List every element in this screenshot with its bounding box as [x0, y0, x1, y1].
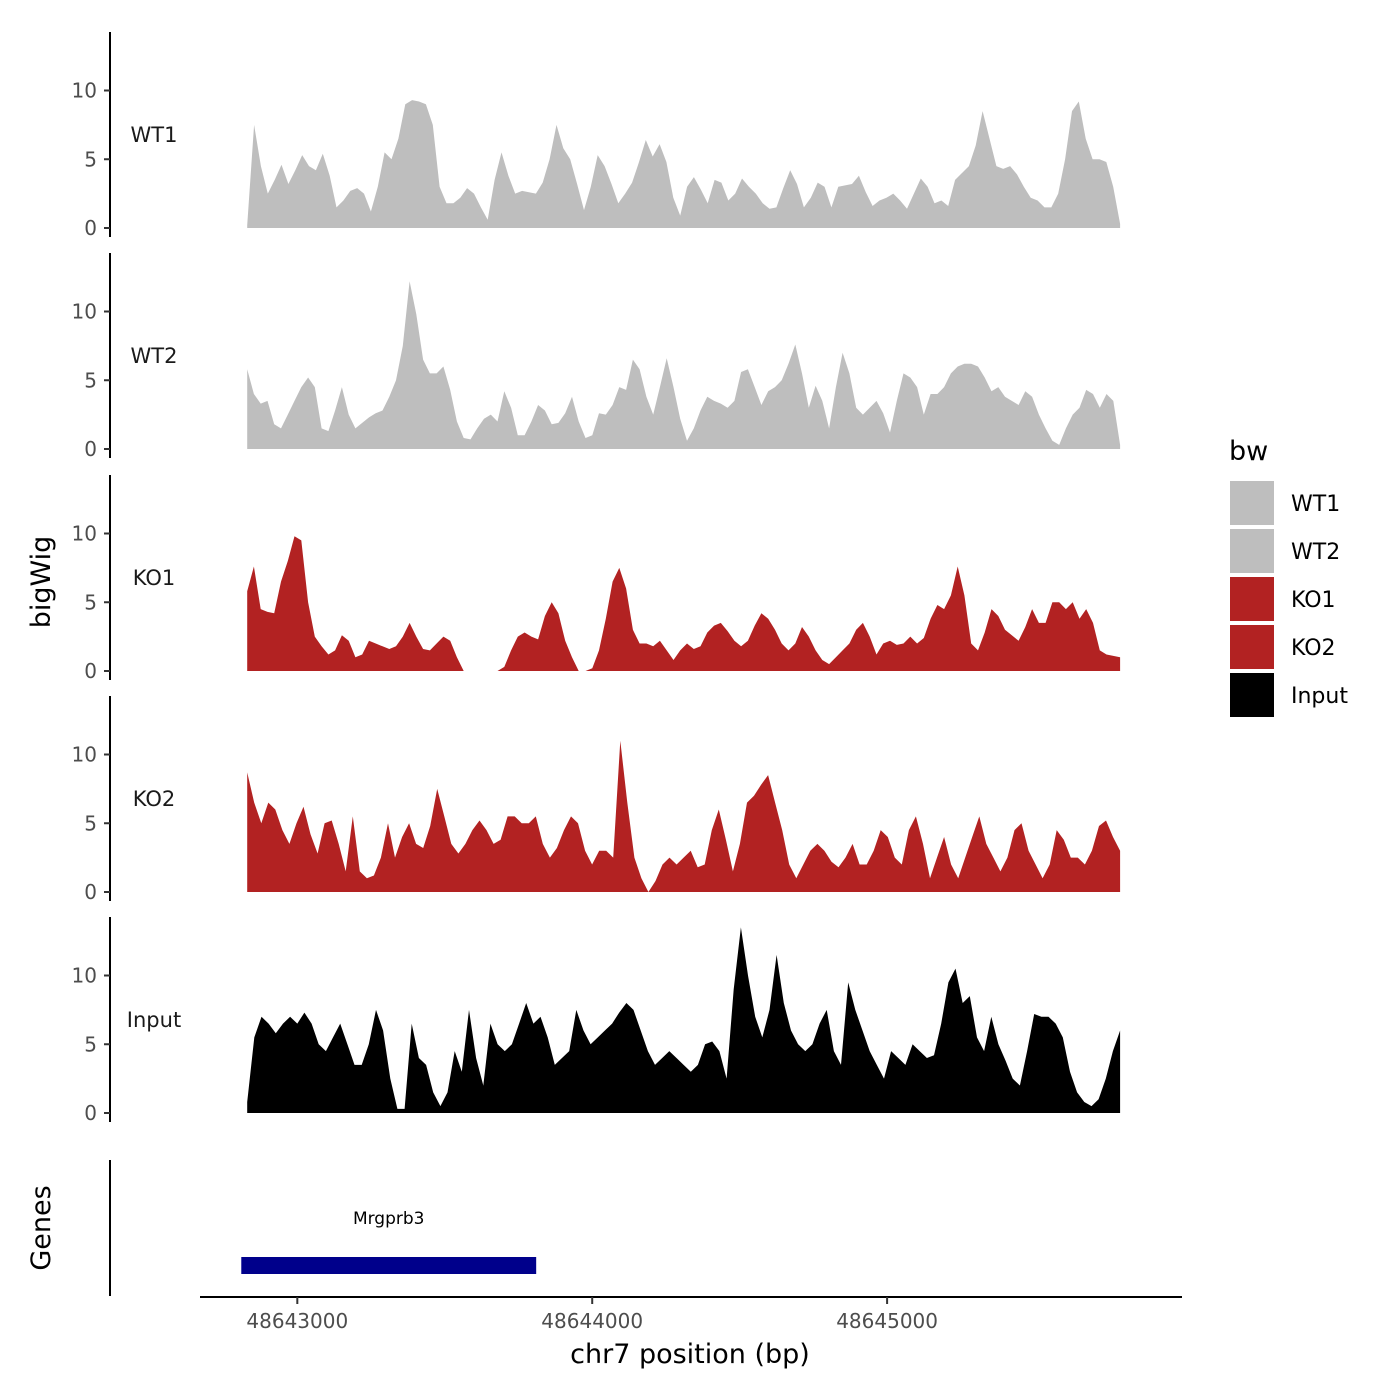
- coverage-area-ko1: [247, 536, 1121, 671]
- legend-label-input: Input: [1291, 684, 1348, 709]
- coverage-area-ko2: [247, 740, 1121, 892]
- gene-bar: [241, 1257, 537, 1274]
- track-label: KO1: [133, 566, 176, 590]
- y-tick-label: 0: [84, 659, 97, 683]
- tracks-group: 0 5 10 WT1 0 5 10 WT2 0 5 10 KO1 0 5 10 KO2 0 5 10 Input: [72, 32, 1121, 1125]
- coverage-area-wt1: [247, 100, 1121, 228]
- gene-label: Mrgprb3: [353, 1209, 425, 1229]
- y-tick-label: 10: [72, 964, 97, 988]
- y-tick-label: 5: [84, 147, 97, 171]
- track-wt1: 0 5 10 WT1: [72, 32, 1121, 240]
- legend-key-ko2: [1228, 623, 1276, 671]
- y-tick-label: 0: [84, 437, 97, 461]
- x-axis: 48643000 48644000 48645000: [200, 1296, 1182, 1333]
- y-tick-label: 10: [72, 79, 97, 103]
- x-tick-label: 48643000: [246, 1309, 348, 1333]
- track-label: Input: [127, 1008, 181, 1032]
- legend: bw WT1 WT2 KO1 KO2 Input: [1228, 436, 1348, 719]
- legend-label-wt1: WT1: [1291, 492, 1340, 517]
- track-wt2: 0 5 10 WT2: [72, 253, 1121, 461]
- legend-key-ko1: [1228, 575, 1276, 623]
- y-tick-label: 10: [72, 522, 97, 546]
- x-axis-title: chr7 position (bp): [570, 1339, 810, 1370]
- coverage-area-input: [247, 927, 1121, 1113]
- legend-label-ko2: KO2: [1291, 636, 1336, 661]
- y-tick-label: 5: [84, 590, 97, 614]
- y-tick-label: 10: [72, 300, 97, 324]
- legend-label-ko1: KO1: [1291, 588, 1336, 613]
- track-label: WT2: [131, 344, 178, 368]
- x-tick-label: 48644000: [541, 1309, 643, 1333]
- gene-features: Mrgprb3: [241, 1209, 537, 1274]
- legend-key-wt1: [1228, 479, 1276, 527]
- y-tick-label: 0: [84, 880, 97, 904]
- y-axis-title: bigWig: [26, 536, 57, 629]
- genes-axis-title: Genes: [26, 1185, 57, 1270]
- track-label: WT1: [131, 123, 178, 147]
- legend-key-wt2: [1228, 527, 1276, 575]
- y-tick-label: 5: [84, 368, 97, 392]
- genes-panel: Mrgprb3: [109, 1160, 537, 1296]
- track-ko2: 0 5 10 KO2: [72, 696, 1121, 904]
- y-tick-label: 5: [84, 811, 97, 835]
- y-tick-label: 0: [84, 1101, 97, 1125]
- x-tick-label: 48645000: [836, 1309, 938, 1333]
- y-tick-label: 10: [72, 743, 97, 767]
- legend-key-input: [1228, 671, 1276, 719]
- legend-label-wt2: WT2: [1291, 540, 1340, 565]
- y-tick-label: 5: [84, 1032, 97, 1056]
- y-tick-label: 0: [84, 216, 97, 240]
- legend-title: bw: [1229, 436, 1268, 467]
- track-input: 0 5 10 Input: [72, 917, 1121, 1125]
- track-ko1: 0 5 10 KO1: [72, 475, 1121, 683]
- track-label: KO2: [133, 787, 176, 811]
- coverage-area-wt2: [247, 281, 1121, 449]
